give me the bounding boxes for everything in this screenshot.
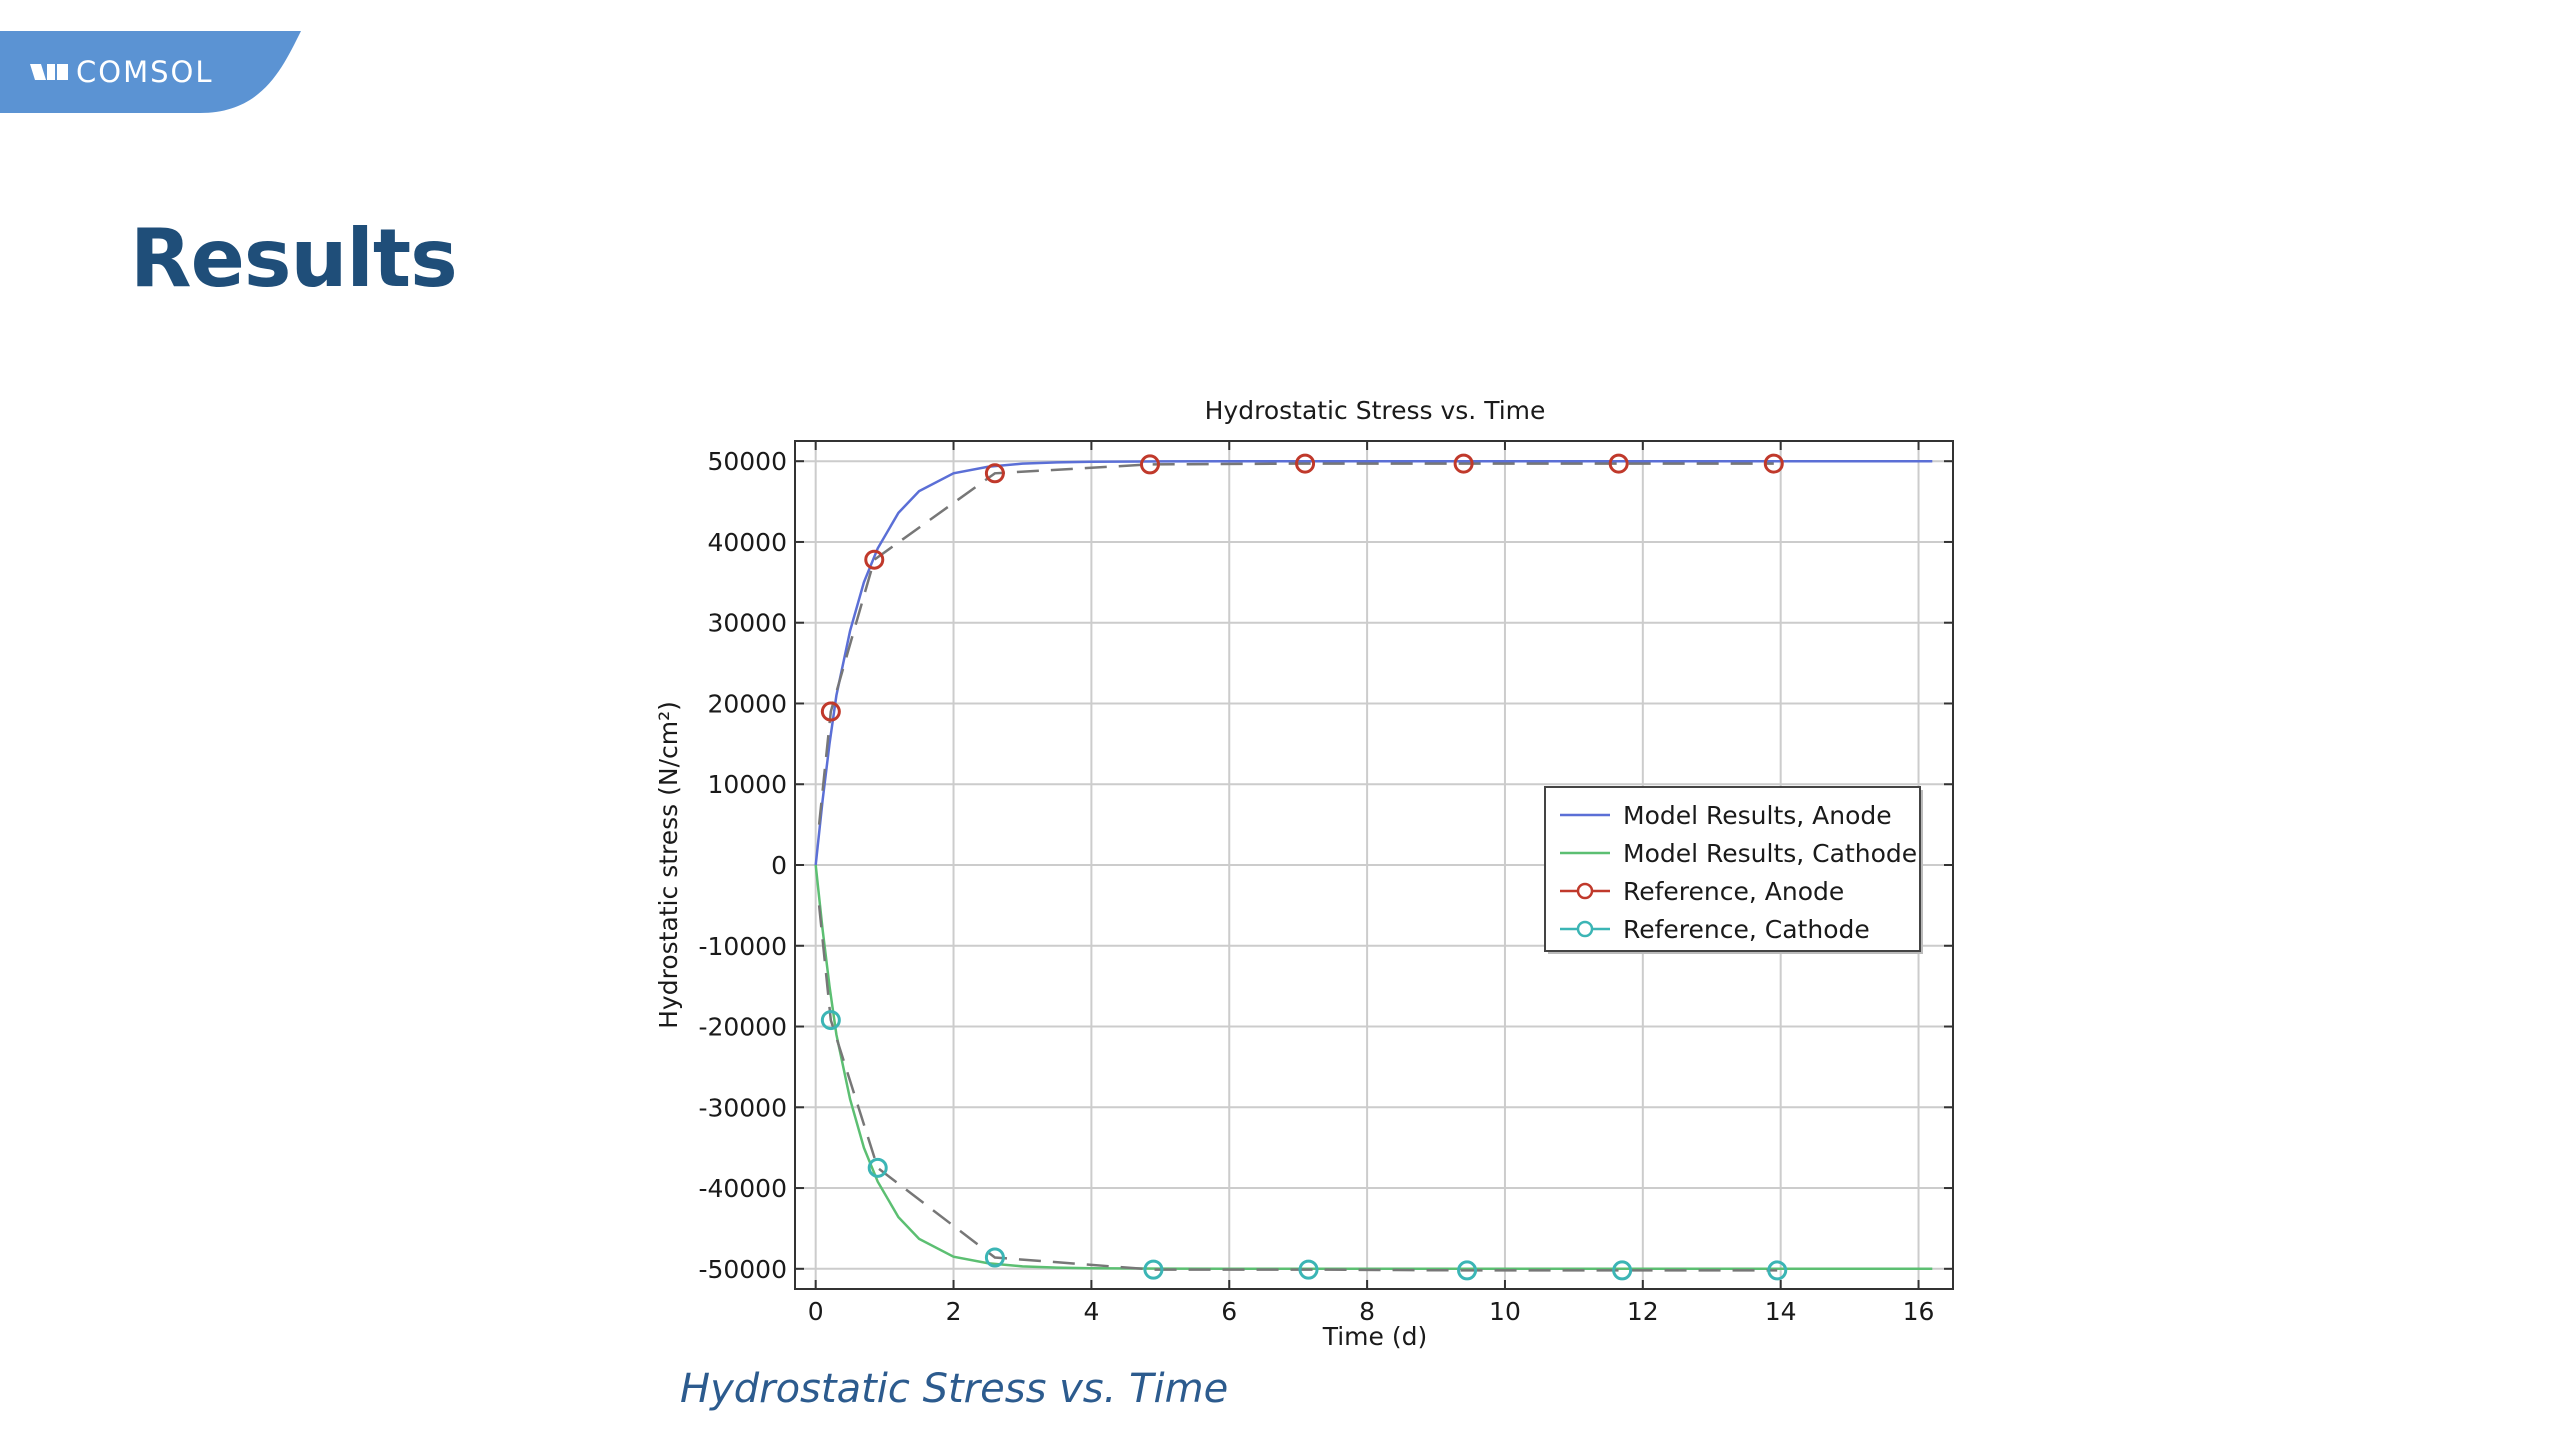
x-tick-label: 4 — [1083, 1297, 1099, 1326]
series-marker — [820, 701, 841, 722]
y-tick-label: -40000 — [698, 1174, 787, 1203]
series-marker — [1457, 1260, 1478, 1281]
y-tick-label: -10000 — [698, 932, 787, 961]
chart-title: Hydrostatic Stress vs. Time — [1205, 396, 1546, 425]
legend-marker — [1576, 920, 1594, 938]
x-tick-label: 12 — [1627, 1297, 1659, 1326]
legend-label: Reference, Anode — [1623, 877, 1844, 906]
legend-label: Model Results, Cathode — [1623, 839, 1917, 868]
series-dashed-line-3 — [817, 905, 1778, 1272]
legend-label: Reference, Cathode — [1623, 915, 1870, 944]
y-tick-label: 20000 — [707, 689, 787, 718]
hydrostatic-stress-chart: Hydrostatic Stress vs. Time Time (d) Hyd… — [654, 396, 1954, 1351]
y-tick-label: 30000 — [707, 609, 787, 638]
chart-legend: Model Results, Anode Model Results, Catho… — [1544, 786, 1923, 954]
series-marker — [1143, 1259, 1164, 1280]
series-marker — [1453, 453, 1474, 474]
series-marker — [1295, 453, 1316, 474]
legend-marker — [1576, 882, 1594, 900]
plot-frame — [794, 440, 1954, 1290]
series-marker — [1139, 454, 1160, 475]
series-marker — [1612, 1260, 1633, 1281]
series-marker — [864, 549, 885, 570]
y-tick-label: -50000 — [698, 1255, 787, 1284]
x-tick-label: 10 — [1489, 1297, 1521, 1326]
y-tick-label: 40000 — [707, 528, 787, 557]
series-marker — [984, 1247, 1005, 1268]
x-tick-label: 2 — [946, 1297, 962, 1326]
brand-name: COMSOL — [76, 55, 214, 89]
y-axis-label: Hydrostatic stress (N/cm²) — [654, 701, 683, 1029]
x-tick-label: 14 — [1765, 1297, 1797, 1326]
series-marker — [1298, 1259, 1319, 1280]
series-marker — [1608, 453, 1629, 474]
x-axis-label: Time (d) — [1322, 1322, 1428, 1351]
series-marker — [1763, 453, 1784, 474]
comsol-logo-badge — [0, 31, 301, 113]
legend-label: Model Results, Anode — [1623, 801, 1892, 830]
series-marker — [867, 1157, 888, 1178]
y-tick-label: 10000 — [707, 770, 787, 799]
series-marker — [1767, 1260, 1788, 1281]
x-tick-label: 16 — [1903, 1297, 1935, 1326]
y-tick-label: 0 — [771, 851, 787, 880]
x-tick-label: 8 — [1359, 1297, 1375, 1326]
y-tick-label: 50000 — [707, 447, 787, 476]
y-tick-label: -30000 — [698, 1093, 787, 1122]
series-marker — [984, 463, 1005, 484]
figure-caption: Hydrostatic Stress vs. Time — [680, 1366, 1229, 1412]
x-tick-label: 0 — [808, 1297, 824, 1326]
x-tick-label: 6 — [1221, 1297, 1237, 1326]
comsol-mark-icon — [30, 64, 68, 80]
chart-container: Hydrostatic Stress vs. Time Time (d) Hyd… — [640, 390, 1980, 1355]
series-marker — [820, 1010, 841, 1031]
page-title: Results — [130, 212, 458, 305]
series-dashed-line-2 — [817, 462, 1774, 825]
y-tick-label: -20000 — [698, 1013, 787, 1042]
